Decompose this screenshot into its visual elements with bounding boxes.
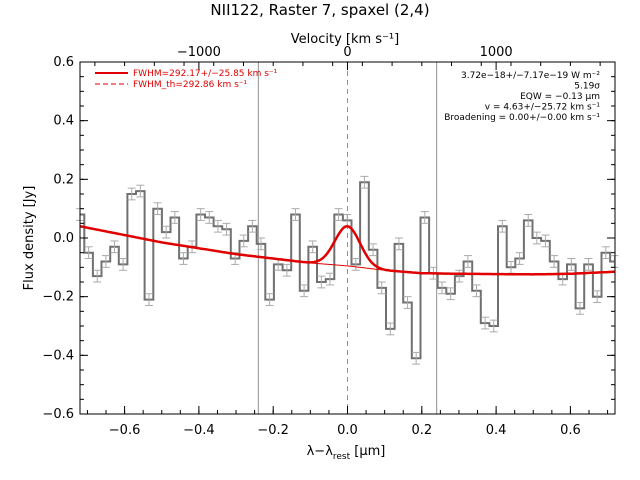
error-bar [308,240,317,254]
error-bar [282,263,291,277]
error-bar [386,322,395,336]
error-bar [291,208,300,221]
error-bar [84,246,93,260]
x-tick-label: −0.2 [257,423,289,438]
error-bar [179,252,188,265]
error-bar [412,351,421,365]
error-bar [110,240,119,254]
error-bar [463,255,472,268]
error-bar [334,208,343,221]
plot-area [76,62,619,414]
error-bar [438,281,447,295]
x-tick-label: 0.6 [560,423,581,438]
error-bar [162,225,171,239]
error-bar [550,255,559,268]
fit-annotation: 3.72e−18+/−7.17e−19 W m⁻² [461,71,600,81]
y-tick-label: −0.2 [42,290,74,305]
y-tick-label: 0.2 [53,172,74,187]
error-bar [93,269,102,283]
y-axis-label: Flux density [Jy] [22,186,37,291]
error-bar [170,211,179,224]
x-axis-label: λ−λrest [μm] [307,444,386,462]
error-bar [489,319,498,333]
error-bar [515,252,524,265]
error-bar [584,258,593,271]
error-bar [377,281,386,295]
error-bar [196,208,205,221]
error-bar [127,187,136,201]
error-bar [601,246,610,260]
error-bar [153,202,162,216]
gaussian-fit-line [79,225,616,276]
top-axis-label: Velocity [km s⁻¹] [291,32,399,47]
error-bar [119,258,128,271]
fit-annotation: Broadening = 0.00+/−0.00 km s⁻¹ [444,113,600,123]
x-tick-label: 0.2 [411,423,432,438]
error-bar [325,272,334,286]
error-bar [567,258,576,271]
legend-label: FWHM_th=292.86 km s⁻¹ [133,80,248,90]
error-bar [257,237,266,251]
error-bar [248,219,257,233]
top-tick-label: 0 [343,45,351,60]
error-bar [481,316,490,330]
error-bar [101,255,110,268]
error-bar [394,237,403,251]
legend-label: FWHM=292.17+/−25.85 km s⁻¹ [133,69,278,79]
error-bar [455,269,464,283]
error-bar [317,275,326,289]
x-tick-label: −0.6 [109,423,141,438]
legend: FWHM=292.17+/−25.85 km s⁻¹FWHM_th=292.86… [95,69,278,90]
axes: −0.6 −0.4 −0.2 0.0 0.2 0.4 0.6 −1000 0 1000 −0.6 −0… [42,45,616,438]
error-bar [575,302,584,315]
error-bar [593,290,602,304]
error-bar [351,258,360,271]
fit-annotation: EQW = −0.13 μm [520,92,600,102]
error-bar [300,284,309,298]
y-tick-label: 0.6 [53,55,74,70]
error-bar [205,211,214,224]
error-bar [524,214,533,227]
error-bar [239,234,248,248]
top-tick-label: −1000 [177,45,221,60]
error-bar [222,222,231,236]
error-bar [498,219,507,233]
y-tick-label: −0.6 [42,407,74,422]
error-bar [265,293,274,306]
x-tick-label: 0.4 [486,423,507,438]
y-tick-label: 0.4 [53,114,74,129]
error-bar [144,293,153,306]
error-bar [369,243,378,257]
chart-title: NII122, Raster 7, spaxel (2,4) [210,1,429,19]
error-bar [136,184,145,198]
error-bar [532,231,541,245]
fit-annotation: v = 4.63+/−25.72 km s⁻¹ [485,103,601,113]
error-bar [541,234,550,248]
fit-annotation: 5.19σ [574,82,600,92]
error-bar [420,211,429,224]
y-tick-label: −0.4 [42,348,74,363]
error-bar [446,287,455,301]
y-tick-label: 0.0 [53,231,74,246]
error-bar [213,219,222,233]
error-bar [360,175,369,189]
error-bar [403,296,412,309]
x-tick-label: −0.4 [183,423,215,438]
top-tick-label: 1000 [480,45,513,60]
error-bar [472,284,481,298]
x-tick-label: 0.0 [337,423,358,438]
